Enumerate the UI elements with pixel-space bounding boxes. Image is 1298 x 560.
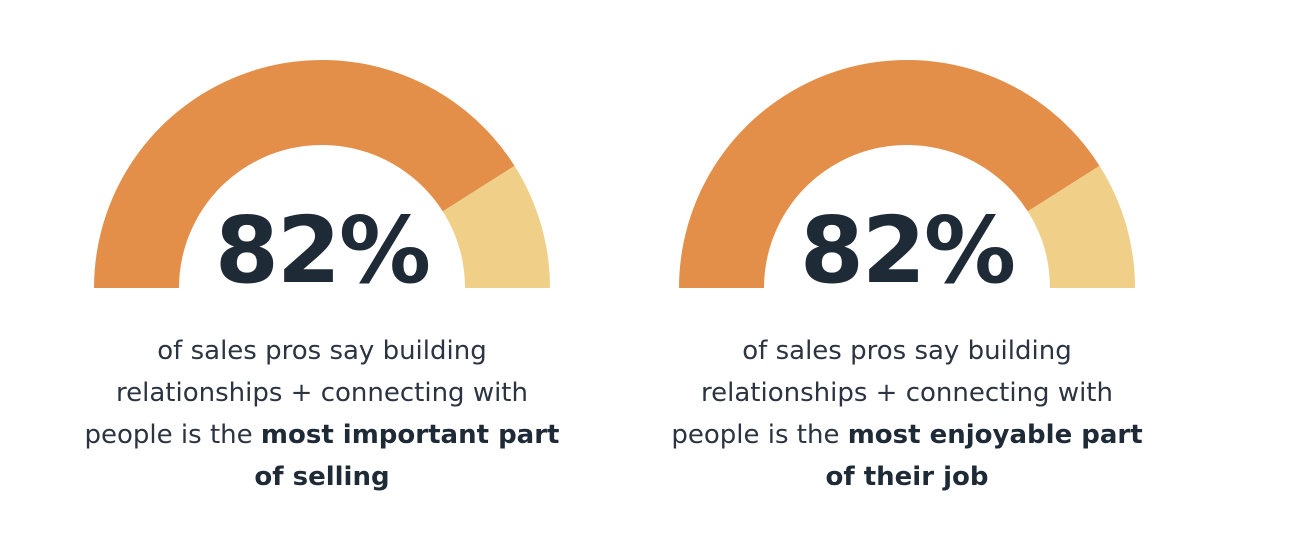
gauge-caption: of sales pros say building relationships… [657,330,1157,498]
gauge-card-important: 82% of sales pros say building relations… [42,0,602,560]
gauge-chart [679,59,1135,288]
gauge-value-label: 82% [214,197,431,304]
gauge-arc-primary [94,59,515,288]
caption-bold-text: most important part of selling [254,420,560,492]
gauge-chart [94,59,550,288]
gauge-card-enjoyable: 82% of sales pros say building relations… [627,0,1187,560]
gauge-caption: of sales pros say building relationships… [72,330,572,498]
gauge-arc-remainder [1027,165,1135,288]
gauge-arc-remainder [442,165,550,288]
gauge-arc-primary [679,59,1100,288]
gauge-value-label: 82% [799,197,1016,304]
caption-regular-text: of sales pros say building relationships… [671,336,1113,450]
caption-regular-text: of sales pros say building relationships… [84,336,528,450]
caption-bold-text: most enjoyable part of their job [825,420,1143,492]
